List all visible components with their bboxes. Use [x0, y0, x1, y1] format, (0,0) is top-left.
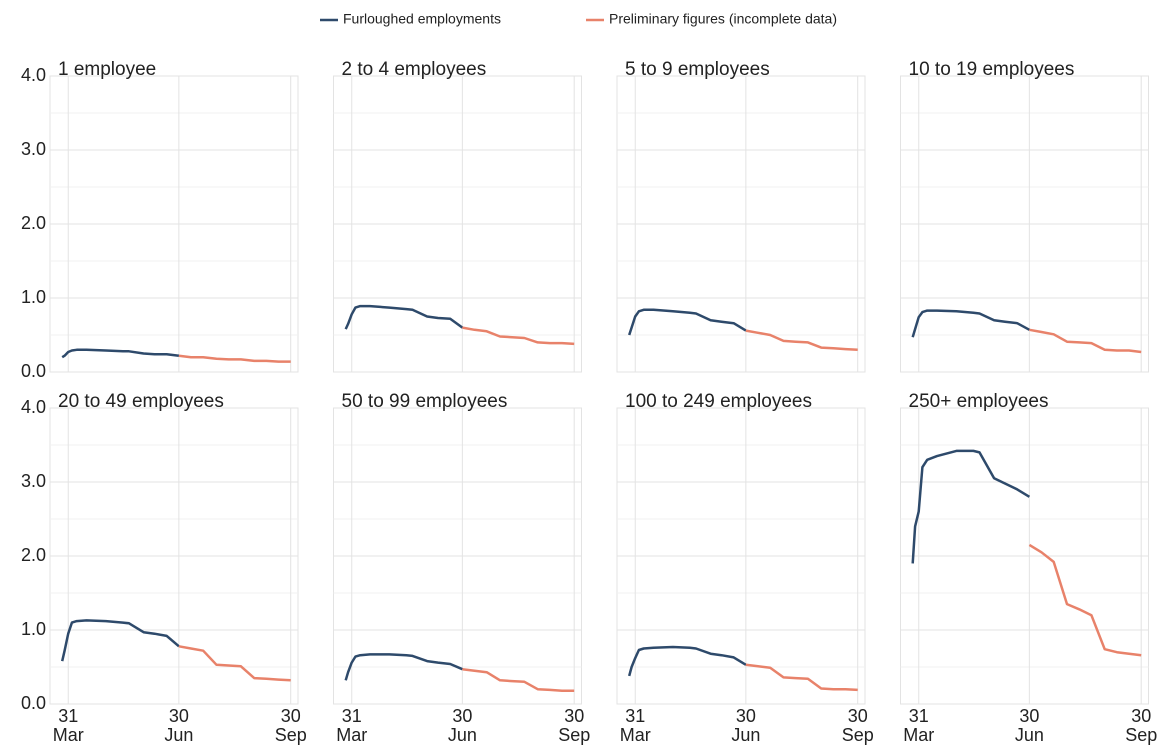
x-tick-label: 30 Sep	[841, 706, 874, 745]
x-tick-label: 30 Jun	[731, 706, 761, 745]
x-tick-label: 30 Sep	[1125, 706, 1158, 745]
series-line	[1028, 543, 1142, 657]
series-line	[628, 308, 747, 336]
y-tick-label: 4.0	[21, 65, 46, 85]
x-tick-label: 30 Jun	[1014, 706, 1044, 745]
series-line	[178, 645, 291, 682]
x-tick-label: 30 Sep	[558, 706, 591, 745]
y-tick-label: 3.0	[21, 471, 46, 491]
series-line	[178, 354, 291, 363]
y-tick-label: 0.0	[21, 361, 46, 381]
panel-title: 5 to 9 employees	[625, 59, 770, 80]
series-line	[627, 645, 747, 677]
series-line	[61, 348, 180, 359]
x-tick-label: 30 Sep	[274, 706, 307, 745]
panel-title: 50 to 99 employees	[342, 391, 508, 412]
series-line	[60, 619, 180, 662]
x-tick-label: 31 Mar	[619, 706, 651, 745]
panel-title: 1 employee	[58, 59, 156, 80]
legend-label: Preliminary figures (incomplete data)	[609, 11, 837, 27]
panel-title: 100 to 249 employees	[625, 391, 812, 412]
series-line	[344, 653, 463, 681]
series-line	[344, 304, 464, 330]
series-line	[745, 329, 858, 352]
y-tick-label: 4.0	[21, 397, 46, 417]
y-tick-label: 3.0	[21, 139, 46, 159]
y-tick-label: 2.0	[21, 213, 46, 233]
panel-title: 250+ employees	[909, 391, 1049, 412]
y-tick-label: 1.0	[21, 287, 46, 307]
panel-title: 2 to 4 employees	[342, 59, 487, 80]
x-tick-label: 31 Mar	[52, 706, 84, 745]
legend-label: Furloughed employments	[343, 11, 501, 27]
series-line	[462, 667, 575, 692]
y-tick-label: 1.0	[21, 619, 46, 639]
x-tick-label: 30 Jun	[447, 706, 477, 745]
series-line	[745, 663, 858, 692]
y-tick-label: 0.0	[21, 693, 46, 713]
panel-title: 10 to 19 employees	[909, 59, 1075, 80]
series-line	[911, 449, 1031, 564]
panel-title: 20 to 49 employees	[58, 391, 224, 412]
x-tick-label: 31 Mar	[903, 706, 935, 745]
x-tick-label: 30 Jun	[164, 706, 194, 745]
series-line	[462, 326, 575, 346]
x-tick-label: 31 Mar	[336, 706, 368, 745]
series-line	[1029, 328, 1142, 354]
series-line	[911, 309, 1030, 338]
y-tick-label: 2.0	[21, 545, 46, 565]
